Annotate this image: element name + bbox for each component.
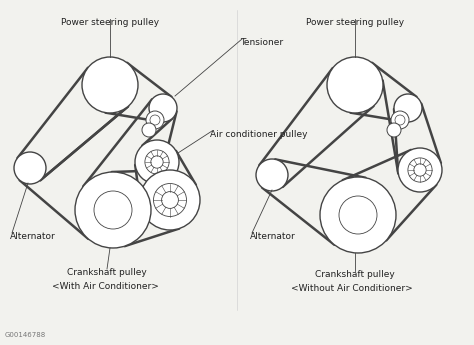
Circle shape <box>256 159 288 191</box>
Circle shape <box>82 57 138 113</box>
Text: G00146788: G00146788 <box>5 332 46 338</box>
Text: <Without Air Conditioner>: <Without Air Conditioner> <box>291 284 413 293</box>
Circle shape <box>394 94 422 122</box>
Text: Power steering pulley: Power steering pulley <box>306 18 404 27</box>
Circle shape <box>14 152 46 184</box>
Text: Crankshaft pulley: Crankshaft pulley <box>315 270 395 279</box>
Text: <With Air Conditioner>: <With Air Conditioner> <box>52 282 158 291</box>
Text: Alternator: Alternator <box>250 232 296 241</box>
Text: Alternator: Alternator <box>10 232 56 241</box>
Circle shape <box>327 57 383 113</box>
Circle shape <box>146 111 164 129</box>
Circle shape <box>387 123 401 137</box>
Circle shape <box>75 172 151 248</box>
Circle shape <box>142 123 156 137</box>
Circle shape <box>140 170 200 230</box>
Text: Power steering pulley: Power steering pulley <box>61 18 159 27</box>
Text: Crankshaft pulley: Crankshaft pulley <box>67 268 147 277</box>
Circle shape <box>135 140 179 184</box>
Circle shape <box>398 148 442 192</box>
Circle shape <box>320 177 396 253</box>
Circle shape <box>149 94 177 122</box>
Circle shape <box>391 111 409 129</box>
Text: Tensioner: Tensioner <box>240 38 283 47</box>
Text: Air conditioner pulley: Air conditioner pulley <box>210 130 308 139</box>
